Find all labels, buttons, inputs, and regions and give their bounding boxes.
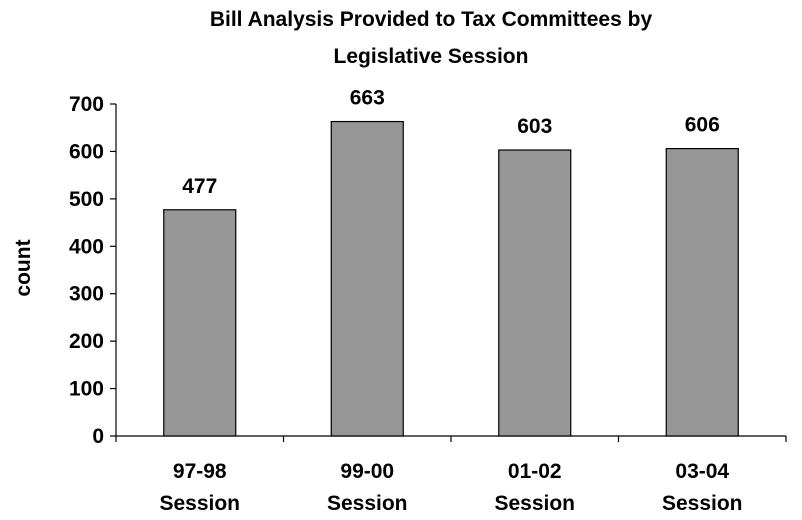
bar [163, 209, 237, 437]
y-tick-label: 200 [69, 330, 104, 353]
bar-data-label: 603 [517, 115, 552, 138]
bar-data-label: 663 [350, 87, 385, 110]
chart-title-line-2: Legislative Session [334, 45, 529, 68]
x-category-label: 03-04 [675, 460, 729, 483]
bar-data-label: 477 [182, 175, 217, 198]
x-category-label: Session [662, 492, 743, 515]
y-axis-label: count [12, 239, 35, 296]
y-tick-label: 400 [69, 235, 104, 258]
chart-title-line-1: Bill Analysis Provided to Tax Committees… [210, 8, 653, 31]
x-category-label: 01-02 [508, 460, 562, 483]
bar-data-label: 606 [685, 114, 720, 137]
bar [330, 120, 404, 437]
y-tick-label: 600 [69, 140, 104, 163]
y-tick-label: 0 [92, 425, 104, 448]
x-category-label: 97-98 [173, 460, 227, 483]
y-tick-label: 100 [69, 378, 104, 401]
x-category-label: Session [327, 492, 408, 515]
y-tick-label: 500 [69, 188, 104, 211]
x-category-label: 99-00 [340, 460, 394, 483]
bar [665, 147, 739, 437]
plot-area: 0 100 200 300 400 500 600 700 477 97-98 Session 663… [69, 87, 787, 515]
y-tick-label: 700 [69, 93, 104, 116]
x-category-label: Session [159, 492, 240, 515]
bar [498, 149, 572, 437]
y-tick-label: 300 [69, 283, 104, 306]
x-category-label: Session [494, 492, 575, 515]
